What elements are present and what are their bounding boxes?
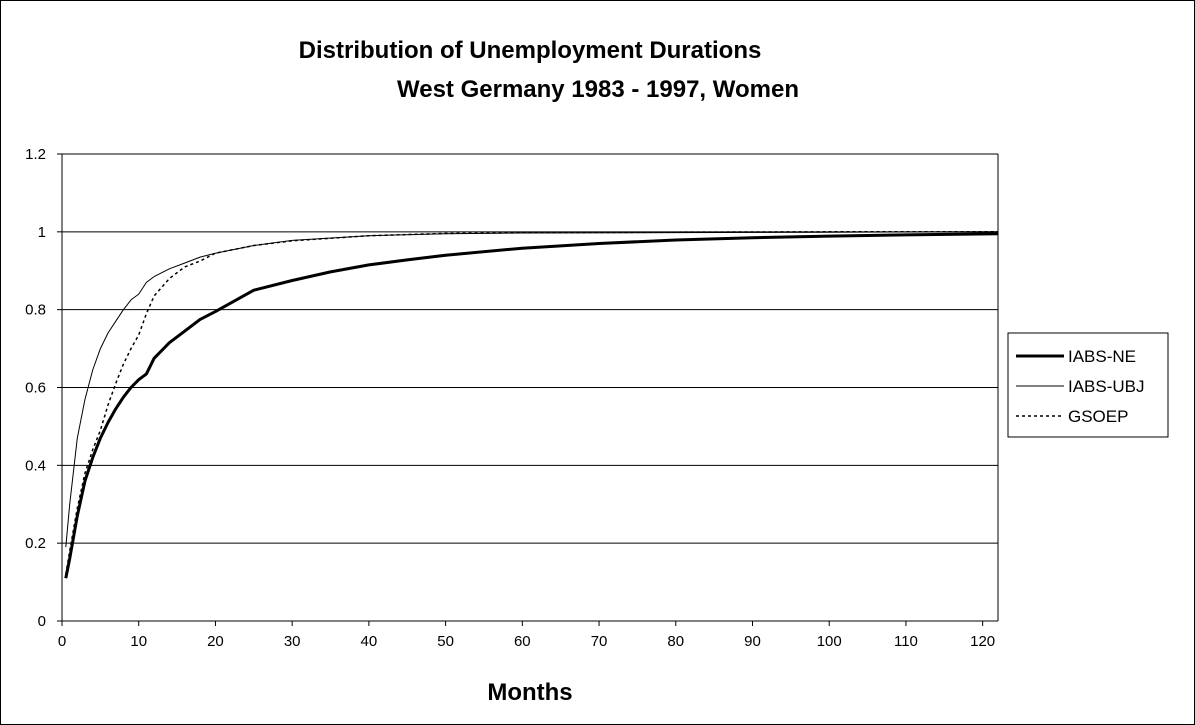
x-tick-label: 90 <box>744 633 761 650</box>
legend-label-2: GSOEP <box>1068 407 1128 426</box>
x-tick-label: 20 <box>207 633 224 650</box>
chart-subtitle: West Germany 1983 - 1997, Women <box>397 76 799 103</box>
x-axis-label: Months <box>487 679 572 706</box>
series-line-1 <box>65 231 999 548</box>
x-tick-label: 10 <box>130 633 147 650</box>
x-tick-label: 60 <box>514 633 531 650</box>
legend-box <box>1007 332 1169 438</box>
y-tick-label: 0.4 <box>25 457 46 474</box>
legend-label-1: IABS-UBJ <box>1068 377 1145 396</box>
y-tick-label: 0 <box>38 613 46 630</box>
x-tick-label: 120 <box>970 633 995 650</box>
y-tick-label: 0.8 <box>25 302 46 319</box>
x-tick-label: 0 <box>58 633 66 650</box>
series-line-0 <box>64 232 999 579</box>
chart-title: Distribution of Unemployment Durations <box>299 37 762 64</box>
x-tick-label: 30 <box>284 633 301 650</box>
legend: IABS-NE IABS-UBJ GSOEP <box>1007 332 1169 438</box>
axes: 0 0.2 0.4 0.6 0.8 1 1.2 0 10 20 30 40 50 60 70 80 90 100 1… <box>25 146 999 650</box>
legend-label-0: IABS-NE <box>1068 347 1136 366</box>
x-tick-label: 110 <box>894 633 918 650</box>
y-tick-label: 1 <box>38 224 46 241</box>
y-tick-label: 0.2 <box>25 535 46 552</box>
y-tick-label: 1.2 <box>25 146 46 163</box>
x-tick-label: 50 <box>437 633 454 650</box>
series-line-2 <box>65 231 998 575</box>
x-tick-label: 40 <box>361 633 378 650</box>
series-lines <box>64 231 999 579</box>
x-tick-label: 100 <box>817 633 842 650</box>
gridlines <box>62 153 998 544</box>
y-tick-label: 0.6 <box>25 380 46 397</box>
x-tick-label: 70 <box>591 633 608 650</box>
x-tick-label: 80 <box>667 633 684 650</box>
